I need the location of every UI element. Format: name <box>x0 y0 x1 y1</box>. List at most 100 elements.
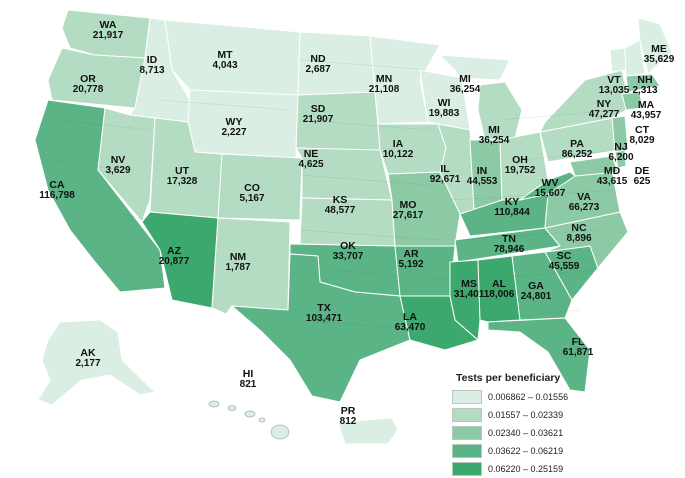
state-shape-de <box>614 149 627 169</box>
label-sd: SD 21,907 <box>303 104 334 126</box>
state-abbr: SC <box>556 250 572 263</box>
state-abbr: MN <box>375 73 393 86</box>
state-abbr: ID <box>146 54 158 67</box>
state-value: 20,877 <box>158 256 190 268</box>
label-va: VA 66,273 <box>569 192 600 214</box>
state-value: 116,798 <box>39 190 75 202</box>
label-hi: HI 821 <box>240 369 257 391</box>
state-abbr: AL <box>492 278 506 291</box>
state-abbr: FL <box>571 336 585 349</box>
state-value: 6,200 <box>608 152 634 164</box>
legend-label: 0.03622 – 0.06219 <box>488 445 564 456</box>
state-abbr: IA <box>392 138 404 151</box>
legend-swatch <box>452 389 482 404</box>
label-ar: AR 5,192 <box>398 249 423 271</box>
state-value: 2,177 <box>75 358 101 370</box>
label-ga: GA 24,801 <box>521 281 552 303</box>
state-value: 821 <box>239 379 257 391</box>
state-value: 31,401 <box>453 289 485 301</box>
state-shape-pr <box>337 417 399 445</box>
state-value: 21,108 <box>368 84 400 96</box>
state-abbr: OR <box>80 73 96 86</box>
hawaii-islands <box>208 400 290 440</box>
state-abbr: WY <box>225 116 243 129</box>
state-abbr: IN <box>476 165 488 178</box>
label-in: IN 44,553 <box>467 166 498 188</box>
label-me: ME 35,629 <box>644 44 675 66</box>
state-value: 47,277 <box>588 109 620 121</box>
state-abbr: MO <box>399 199 417 212</box>
label-ak: AK 2,177 <box>75 348 100 370</box>
legend-label: 0.006862 – 0.01556 <box>488 391 569 402</box>
legend-swatch <box>452 461 482 476</box>
label-il: IL 92,671 <box>430 164 461 186</box>
state-value: 4,625 <box>298 159 324 171</box>
state-value: 812 <box>339 416 357 428</box>
state-abbr: NE <box>303 148 319 161</box>
state-value: 66,273 <box>568 202 600 214</box>
state-abbr: NM <box>229 251 247 264</box>
map-legend: Tests per beneficiary 0.006862 – 0.01556… <box>452 372 627 478</box>
state-abbr: MI <box>459 73 471 86</box>
legend-swatch <box>452 407 482 422</box>
state-value: 86,252 <box>561 149 593 161</box>
legend-swatch <box>452 443 482 458</box>
state-value: 44,553 <box>466 176 498 188</box>
label-nc: NC 8,896 <box>566 223 591 245</box>
state-shape-nm <box>211 217 291 315</box>
legend-title: Tests per beneficiary <box>456 372 561 384</box>
state-value: 2,687 <box>305 64 331 76</box>
legend-item: 0.03622 – 0.06219 <box>452 442 627 459</box>
state-value: 19,752 <box>504 165 536 177</box>
state-shape-mi-upper <box>439 54 511 81</box>
us-choropleth-map: WA 21,917 OR 20,778 CA 116,798 ID 8,713 NV 3,… <box>34 9 675 476</box>
label-ma: MA 43,957 <box>631 100 662 122</box>
label-az: AZ 20,877 <box>159 246 190 268</box>
state-abbr: PR <box>340 405 356 418</box>
label-pr: PR 812 <box>340 406 357 428</box>
label-nj: NJ 6,200 <box>608 142 633 164</box>
state-value: 3,629 <box>105 165 131 177</box>
label-nv: NV 3,629 <box>105 155 130 177</box>
state-shape-md <box>569 155 619 177</box>
state-value: 36,254 <box>449 84 481 96</box>
state-value: 17,328 <box>166 176 198 188</box>
state-abbr: PA <box>570 138 584 151</box>
state-value: 43,615 <box>596 176 628 188</box>
label-ks: KS 48,577 <box>325 195 356 217</box>
label-wi: WI 19,883 <box>429 98 460 120</box>
label-oh: OH 19,752 <box>505 155 536 177</box>
state-shape-nh <box>624 39 646 77</box>
state-value: 61,871 <box>562 347 594 359</box>
state-abbr: CT <box>635 124 649 137</box>
state-value: 45,559 <box>548 261 580 273</box>
state-shape-me <box>637 17 673 75</box>
state-value: 19,883 <box>428 108 460 120</box>
state-abbr: AK <box>80 347 96 360</box>
state-abbr: GA <box>528 280 544 293</box>
label-vt: VT 13,035 <box>599 75 630 97</box>
state-value: 35,629 <box>643 54 675 66</box>
state-abbr: AZ <box>167 245 181 258</box>
state-value: 8,896 <box>566 233 592 245</box>
state-value: 2,313 <box>632 85 658 97</box>
label-co: CO 5,167 <box>239 183 264 205</box>
state-abbr: UT <box>175 165 189 178</box>
state-abbr: WI <box>437 97 451 110</box>
state-shape-ga <box>511 251 573 321</box>
state-abbr: MA <box>637 99 655 112</box>
state-value: 33,707 <box>332 251 364 263</box>
state-value: 18,006 <box>483 289 515 301</box>
label-tn: TN 78,946 <box>494 234 525 256</box>
state-value: 63,470 <box>394 322 426 334</box>
legend-item: 0.006862 – 0.01556 <box>452 388 627 405</box>
state-abbr: IL <box>440 163 450 176</box>
label-md: MD 43,615 <box>597 166 628 188</box>
label-mi-lower: MI 36,254 <box>479 125 510 147</box>
state-abbr: KY <box>504 196 520 209</box>
state-value: 21,917 <box>92 30 124 42</box>
map-svg <box>34 9 673 445</box>
state-abbr: KS <box>332 194 348 207</box>
state-abbr: MT <box>217 49 233 62</box>
state-value: 92,671 <box>429 174 461 186</box>
